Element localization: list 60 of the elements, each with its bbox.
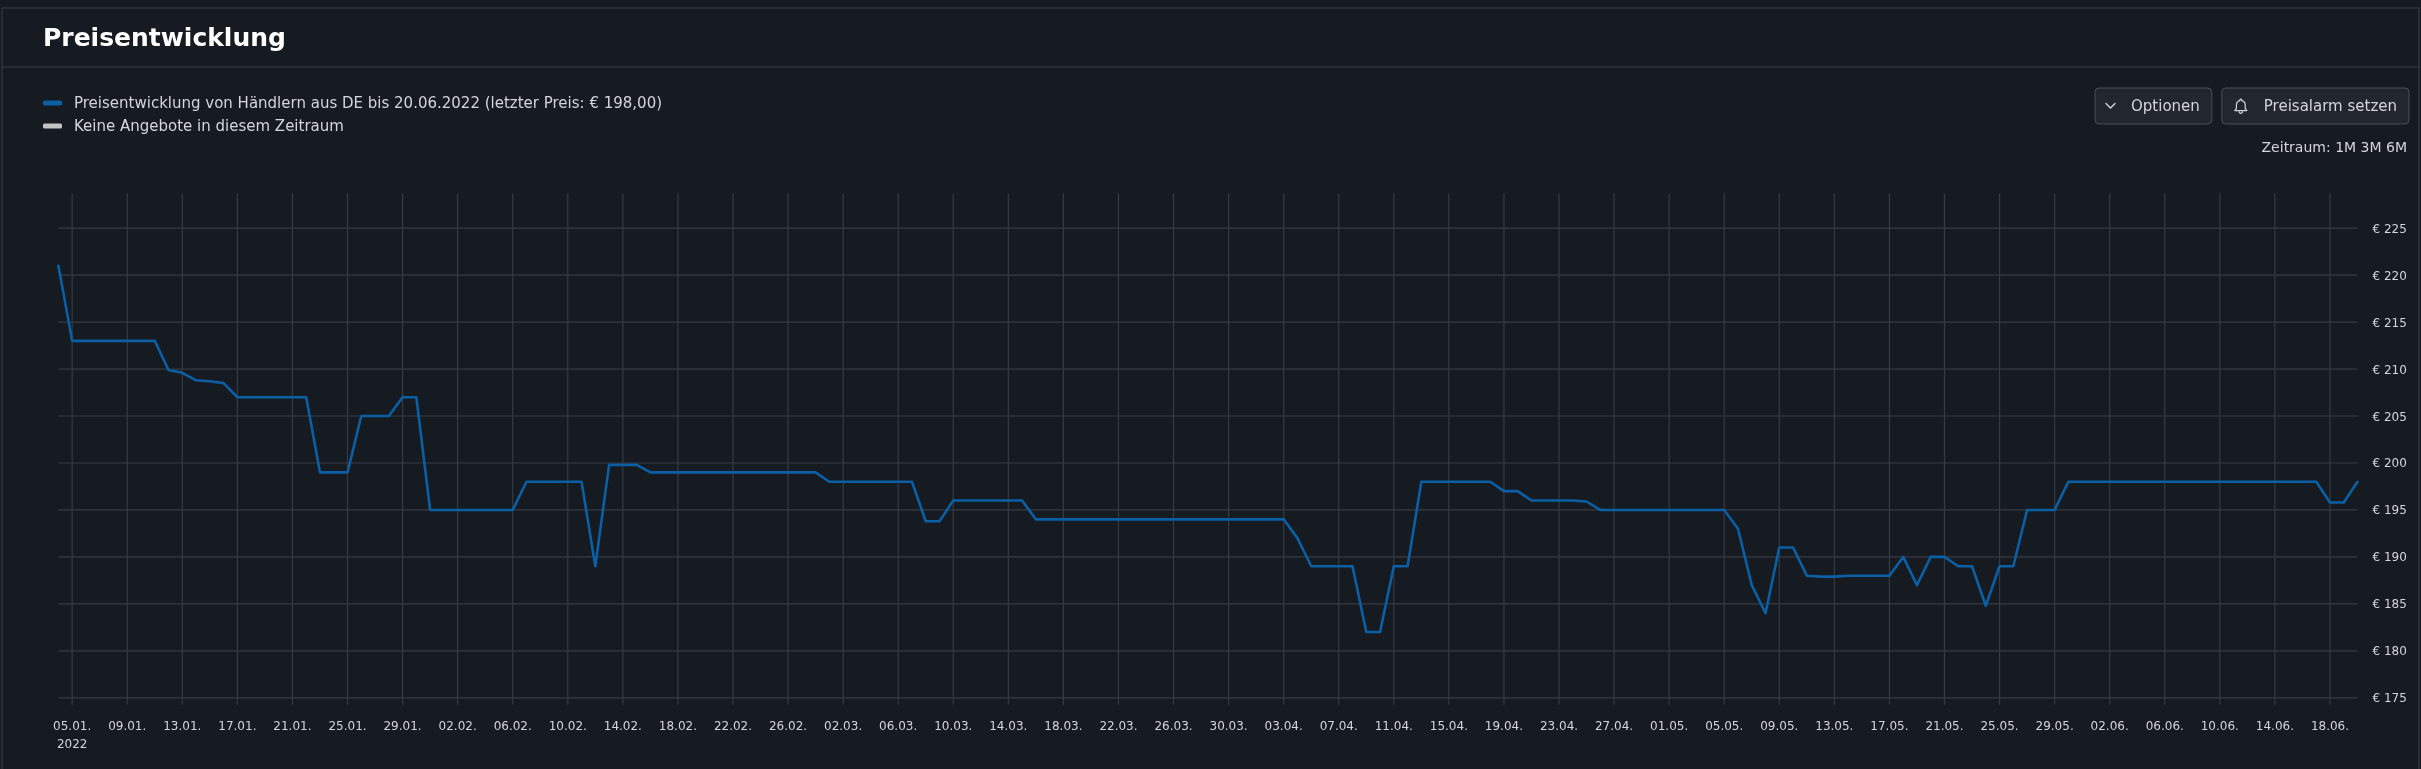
x-tick-label: 13.01. — [163, 718, 202, 733]
text: Zeitraum: 1M 3M 6M — [2261, 139, 2407, 155]
x-tick-label: 06.02. — [493, 718, 532, 733]
chart-title: Preisentwicklung — [43, 23, 286, 52]
y-tick-label: € 190 — [2372, 550, 2407, 565]
y-tick-label: € 200 — [2372, 456, 2407, 471]
x-tick-label: 06.06. — [2145, 718, 2184, 733]
y-tick-label: € 225 — [2372, 221, 2407, 236]
x-tick-label: 10.06. — [2200, 718, 2239, 733]
x-tick-label: 02.03. — [824, 718, 863, 733]
x-tick-label: 02.06. — [2090, 718, 2129, 733]
x-tick-label: 01.05. — [1650, 718, 1689, 733]
y-tick-label: € 210 — [2372, 362, 2407, 377]
x-tick-label: 29.01. — [383, 718, 422, 733]
line-series — [57, 264, 2359, 634]
legend-label: Keine Angebote in diesem Zeitraum — [74, 117, 344, 135]
y-tick-label: € 205 — [2372, 409, 2407, 424]
x-tick-label: 27.04. — [1594, 718, 1634, 733]
y-tick-label: € 220 — [2372, 268, 2407, 283]
x-tick-label: 26.02. — [768, 718, 808, 733]
x-tick-label: 18.03. — [1044, 718, 1083, 733]
alarm-button[interactable]: Preisalarm setzen — [2221, 87, 2410, 125]
y-tick-label: € 185 — [2372, 597, 2407, 612]
y-tick-label: € 180 — [2372, 644, 2407, 659]
x-tick-label: 10.02. — [548, 718, 587, 733]
x-tick-label: 21.05. — [1925, 718, 1964, 733]
x-tick-label: 09.05. — [1760, 718, 1799, 733]
options-button[interactable]: Optionen — [2094, 87, 2213, 125]
x-tick-label: 02.02. — [438, 718, 477, 733]
y-tick-label: € 175 — [2372, 691, 2407, 706]
x-tick-label: 18.06. — [2310, 718, 2350, 733]
x-tick-label: 05.01. 2022 — [53, 718, 92, 752]
x-tick-label: 25.05. — [1980, 718, 2019, 733]
x-tick-label: 10.03. — [934, 718, 973, 733]
y-tick-label: € 195 — [2372, 503, 2407, 518]
y-tick-label: € 215 — [2372, 315, 2407, 330]
x-tick-label: 14.06. — [2255, 718, 2294, 733]
x-tick-label: 26.03. — [1154, 718, 1193, 733]
x-tick-label: 22.03. — [1099, 718, 1138, 733]
x-tick-label: 14.02. — [603, 718, 642, 733]
x-tick-label: 17.01. — [218, 718, 257, 733]
x-tick-label: 23.04. — [1539, 718, 1579, 733]
x-tick-label: 25.01. — [328, 718, 367, 733]
x-tick-label: 11.04. — [1374, 718, 1413, 733]
x-tick-label: 19.04. — [1484, 718, 1524, 733]
legend-label: Preisentwicklung von Händlern aus DE bis 20.06.2022 (letzter Preis: € 198,00) — [74, 94, 663, 112]
x-tick-label: 18.02. — [658, 718, 697, 733]
x-tick-label: 30.03. — [1209, 718, 1248, 733]
x-tick-label: 09.01. — [108, 718, 147, 733]
x-tick-label: 15.04. — [1429, 718, 1468, 733]
x-tick-label: 14.03. — [989, 718, 1028, 733]
x-tick-label: 21.01. — [273, 718, 312, 733]
x-tick-label: 22.02. — [713, 718, 753, 733]
x-tick-label: 03.04. — [1264, 718, 1303, 733]
x-tick-label: 06.03. — [879, 718, 918, 733]
x-tick-label: 13.05. — [1815, 718, 1854, 733]
x-tick-label: 07.04. — [1319, 718, 1358, 733]
x-tick-label: 17.05. — [1870, 718, 1909, 733]
x-tick-label: 29.05. — [2035, 718, 2074, 733]
x-tick-label: 05.05. — [1705, 718, 1744, 733]
